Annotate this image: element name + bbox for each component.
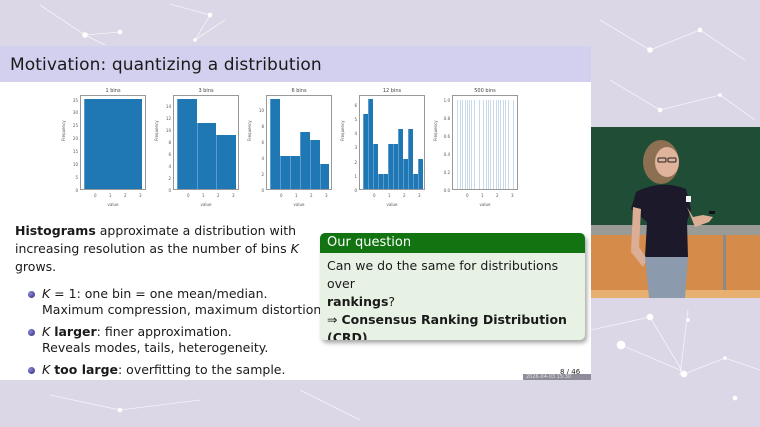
speaker-video	[591, 127, 760, 298]
our-question-block: Our question Can we do the same for dist…	[320, 233, 585, 340]
bar	[290, 156, 300, 189]
bar	[418, 159, 423, 189]
x-axis-label: value	[386, 202, 398, 207]
bar	[383, 174, 388, 189]
x-axis-label: value	[479, 202, 491, 207]
bullet-item: K larger: finer approximation. Reveals m…	[28, 324, 328, 356]
chart-title: 500 bins	[474, 88, 496, 94]
slide-title-bar: Motivation: quantizing a distribution	[0, 46, 591, 82]
plot-area	[173, 95, 239, 190]
chart-title: 12 bins	[382, 88, 402, 94]
bar	[197, 123, 216, 189]
bullet-icon	[28, 367, 35, 374]
bar	[413, 174, 418, 189]
plot-area	[80, 95, 146, 190]
chart-title: 1 bins	[105, 88, 121, 94]
bar	[84, 99, 142, 189]
bar	[388, 144, 393, 189]
bar	[177, 99, 197, 189]
block-body: Can we do the same for distributions ove…	[327, 258, 567, 340]
bar	[398, 129, 403, 189]
bar	[368, 99, 373, 189]
bar	[363, 114, 368, 189]
block-title: Our question	[320, 233, 585, 253]
bar	[403, 159, 408, 189]
bar	[393, 144, 398, 189]
intro-text: approximate a distribution with	[95, 223, 297, 238]
timestamp-overlay: 2026-04-03 15:30	[523, 374, 591, 380]
intro-paragraph: Histograms approximate a distribution wi…	[15, 222, 315, 276]
bar	[310, 140, 320, 189]
intro-bold-term: Histograms	[15, 223, 96, 238]
x-axis-label: value	[107, 202, 119, 207]
bullet-item: K too large: overfitting to the sample.	[28, 362, 328, 378]
bar	[270, 99, 280, 189]
bullet-list: K = 1: one bin = one mean/median. Maximu…	[28, 286, 328, 380]
arrow-icon: ⇒	[327, 312, 342, 327]
histogram-500-bins: 500 bins Frequency 0.0 0.2 0.4 0.6 0.8 1.0 …	[432, 86, 518, 208]
plot-area	[452, 95, 518, 190]
plot-area	[359, 95, 425, 190]
bar	[373, 144, 378, 189]
chart-title: 6 bins	[291, 88, 307, 94]
bar	[216, 135, 236, 189]
bullet-icon	[28, 291, 35, 298]
x-axis-label: value	[293, 202, 305, 207]
bar	[378, 174, 383, 189]
plot-area	[266, 95, 332, 190]
bar	[280, 156, 290, 189]
x-axis-label: value	[200, 202, 212, 207]
speaker-image	[591, 127, 760, 298]
bar	[320, 164, 329, 189]
intro-text: increasing resolution as the number of b…	[15, 241, 291, 256]
bar	[408, 129, 413, 189]
chart-title: 3 bins	[198, 88, 214, 94]
presentation-slide: Motivation: quantizing a distribution 1 …	[0, 46, 591, 380]
intro-text: grows.	[15, 259, 57, 274]
bullet-icon	[28, 329, 35, 336]
intro-variable: K	[290, 241, 299, 256]
page-number: 8 / 46	[560, 368, 581, 376]
slide-title: Motivation: quantizing a distribution	[10, 55, 322, 75]
bar	[300, 132, 310, 189]
bullet-item: K = 1: one bin = one mean/median. Maximu…	[28, 286, 328, 318]
